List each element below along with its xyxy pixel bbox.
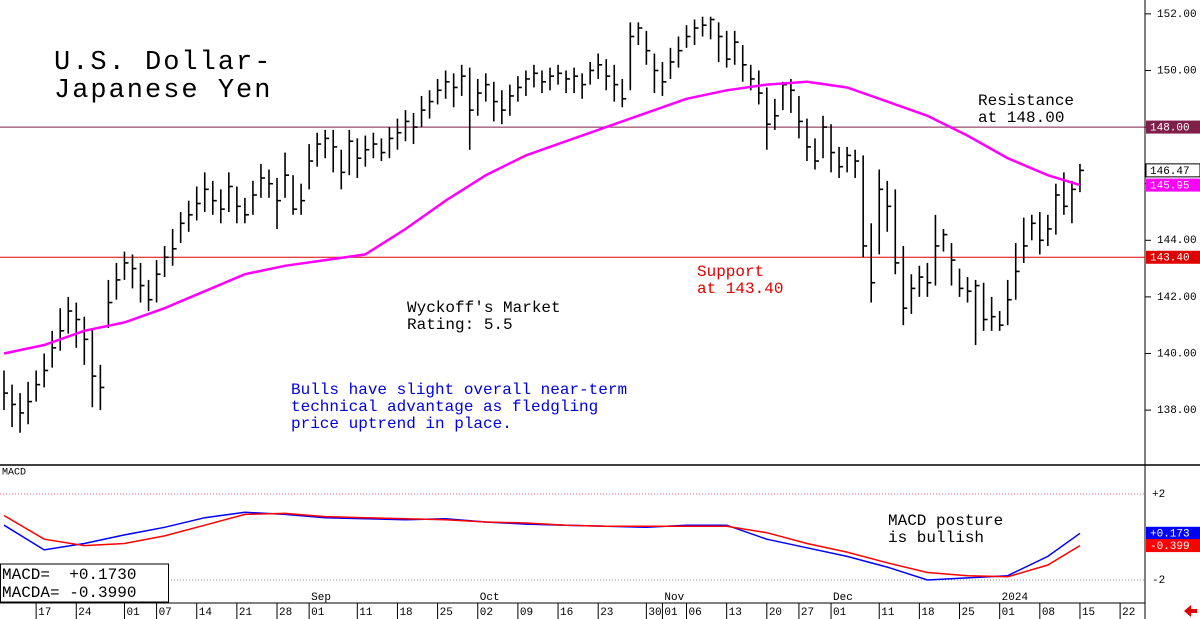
x-tick-label: 13 <box>729 607 742 619</box>
level-box-label: 148.00 <box>1150 122 1190 134</box>
x-tick-label: 07 <box>159 607 172 619</box>
y-tick-label: -2 <box>1152 575 1165 587</box>
x-tick-label: 27 <box>801 607 814 619</box>
x-tick-label: 11 <box>881 607 895 619</box>
last-price-box <box>1145 163 1200 178</box>
macd-value-box-label: +0.173 <box>1150 529 1190 541</box>
x-tick-label: 20 <box>769 607 782 619</box>
month-label: 2024 <box>1002 592 1029 604</box>
x-tick-label: 21 <box>239 607 253 619</box>
month-label: Oct <box>480 592 500 604</box>
moving-average <box>3 80 1081 355</box>
y-tick-label: 138.00 <box>1157 405 1197 417</box>
macd-line <box>3 512 1081 578</box>
ma-value-box-label: 145.95 <box>1150 181 1190 193</box>
x-tick-label: 17 <box>38 607 51 619</box>
x-tick-label: 09 <box>520 607 533 619</box>
level-box-label: 143.40 <box>1150 253 1190 265</box>
x-tick-label: 01 <box>664 607 678 619</box>
y-tick-label: 144.00 <box>1157 235 1197 247</box>
month-label: Sep <box>311 592 331 604</box>
y-tick-label: 140.00 <box>1157 348 1197 360</box>
macd-value-box-label: -0.399 <box>1150 541 1190 553</box>
x-tick-label: 11 <box>359 607 373 619</box>
annotation: is bullish <box>888 529 984 547</box>
last-price-box-label: 146.47 <box>1150 166 1190 178</box>
nav-arrow[interactable] <box>1184 605 1197 617</box>
month-label: Nov <box>664 592 684 604</box>
x-tick-label: 02 <box>480 607 493 619</box>
macd-value-box <box>1146 526 1200 540</box>
chart-title: U.S. Dollar- <box>54 48 272 78</box>
x-tick-label: 30 <box>648 607 661 619</box>
x-tick-label: 16 <box>560 607 573 619</box>
y-tick-label: 150.00 <box>1157 65 1197 77</box>
ma-value-box <box>1146 178 1200 192</box>
y-tick-label: +2 <box>1152 489 1165 501</box>
x-tick-label: 18 <box>921 607 934 619</box>
x-tick-label: 28 <box>279 607 292 619</box>
annotation: Rating: 5.5 <box>407 316 513 334</box>
readout: MACDA= -0.3990 <box>2 584 136 602</box>
y-tick-label: 152.00 <box>1157 9 1197 21</box>
x-tick-label: 06 <box>689 607 702 619</box>
x-tick-label: 24 <box>78 607 92 619</box>
x-tick-label: 25 <box>962 607 975 619</box>
panel-label: MACD <box>2 468 26 479</box>
annotation: Resistance <box>978 92 1074 110</box>
level-box <box>1146 120 1200 134</box>
y-tick-label: 142.00 <box>1157 292 1197 304</box>
x-tick-label: 01 <box>833 607 847 619</box>
annotation: Bulls have slight overall near-term <box>291 381 627 399</box>
annotation: Support <box>697 263 764 281</box>
x-tick-label: 25 <box>440 607 453 619</box>
macd-value-box <box>1146 539 1200 553</box>
x-tick-label: 22 <box>1122 607 1135 619</box>
annotation: at 148.00 <box>978 109 1064 127</box>
x-tick-label: 15 <box>1082 607 1095 619</box>
month-label: Dec <box>833 592 853 604</box>
annotation: MACD posture <box>888 512 1003 530</box>
x-tick-label: 23 <box>600 607 613 619</box>
annotation: at 143.40 <box>697 280 783 298</box>
annotation: technical advantage as fledgling <box>291 398 598 416</box>
x-tick-label: 01 <box>126 607 140 619</box>
x-tick-label: 01 <box>1002 607 1016 619</box>
annotation: price uptrend in place. <box>291 415 512 433</box>
x-tick-label: 18 <box>399 607 412 619</box>
annotation: Wyckoff's Market <box>407 299 561 317</box>
readout-box <box>0 563 169 603</box>
level-box <box>1146 250 1200 264</box>
readout: MACD= +0.1730 <box>2 566 136 584</box>
x-tick-label: 01 <box>311 607 325 619</box>
x-tick-label: 14 <box>199 607 213 619</box>
chart-title: Japanese Yen <box>54 76 272 106</box>
x-tick-label: 08 <box>1042 607 1055 619</box>
